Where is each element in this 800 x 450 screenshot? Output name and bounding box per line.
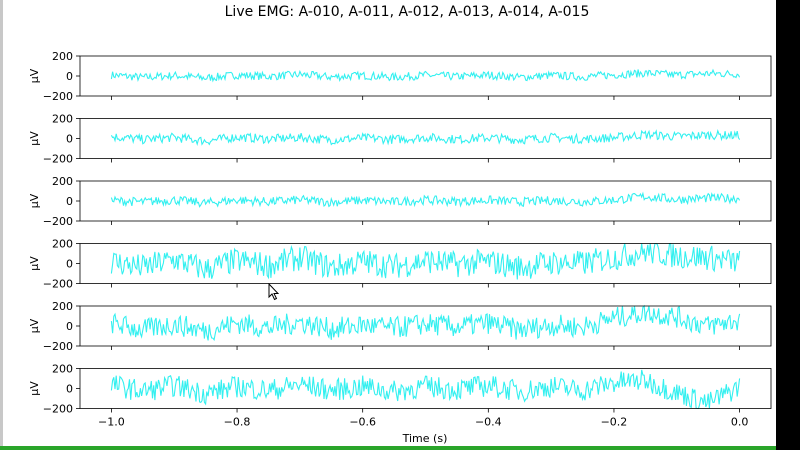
panel-frame [79, 55, 772, 97]
emg-panels: −2000200µV−2000200µV−2000200µV−2000200µV… [28, 50, 772, 429]
y-tick-label: 0 [66, 195, 73, 208]
x-tick-label: 0.0 [731, 416, 749, 429]
emg-panel: −200 0 200 µV [28, 113, 772, 166]
emg-panel: −200 0 200 µV [28, 50, 772, 103]
window-left-border [0, 0, 3, 450]
x-tick-label: −0.2 [601, 416, 628, 429]
emg-trace [110, 128, 741, 147]
y-tick-label: 200 [52, 50, 73, 63]
y-tick-label: 0 [66, 383, 73, 396]
desktop-background-strip [776, 0, 800, 450]
y-tick-label: −200 [43, 340, 73, 353]
y-tick-label: 200 [52, 363, 73, 376]
y-tick-label: 0 [66, 133, 73, 146]
y-tick-label: 200 [52, 175, 73, 188]
y-axis-label: µV [28, 381, 41, 396]
y-tick-label: 0 [66, 70, 73, 83]
y-tick-label: 200 [52, 113, 73, 126]
y-axis-label: µV [28, 256, 41, 271]
emg-panel: −200 0 200 µV [28, 238, 772, 291]
emg-panel: −200 0 200 µV [28, 175, 772, 228]
y-axis-label: µV [28, 318, 41, 333]
x-tick-label: −0.4 [475, 416, 502, 429]
x-axis-label: Time (s) [402, 432, 448, 445]
panel-frame [79, 118, 772, 159]
taskbar-strip [0, 446, 776, 450]
y-axis-label: µV [28, 193, 41, 208]
figure-title: Live EMG: A-010, A-011, A-012, A-013, A-… [225, 4, 590, 20]
emg-panel: −200 0 200 µV −1.0 −0.8 −0.6 −0.4 −0.2 0.0 [28, 363, 772, 429]
emg-trace [110, 242, 741, 280]
y-tick-label: 0 [66, 320, 73, 333]
y-tick-label: 200 [52, 300, 73, 313]
emg-trace [110, 369, 741, 410]
y-tick-label: −200 [43, 153, 73, 166]
emg-trace [110, 68, 741, 83]
y-tick-label: −200 [43, 90, 73, 103]
y-axis-label: µV [28, 131, 41, 146]
mouse-cursor-icon [268, 283, 280, 301]
y-tick-label: −200 [43, 278, 73, 291]
y-tick-label: −200 [43, 215, 73, 228]
emg-figure: Live EMG: A-010, A-011, A-012, A-013, A-… [28, 4, 772, 445]
y-tick-label: 0 [66, 258, 73, 271]
y-tick-label: 200 [52, 238, 73, 251]
y-tick-label: −200 [43, 403, 73, 416]
emg-panel: −200 0 200 µV [28, 300, 772, 353]
emg-trace [110, 304, 741, 342]
x-tick-label: −0.8 [224, 416, 251, 429]
x-tick-label: −0.6 [349, 416, 376, 429]
emg-trace [110, 191, 741, 208]
x-tick-label: −1.0 [98, 416, 125, 429]
y-axis-label: µV [28, 68, 41, 83]
